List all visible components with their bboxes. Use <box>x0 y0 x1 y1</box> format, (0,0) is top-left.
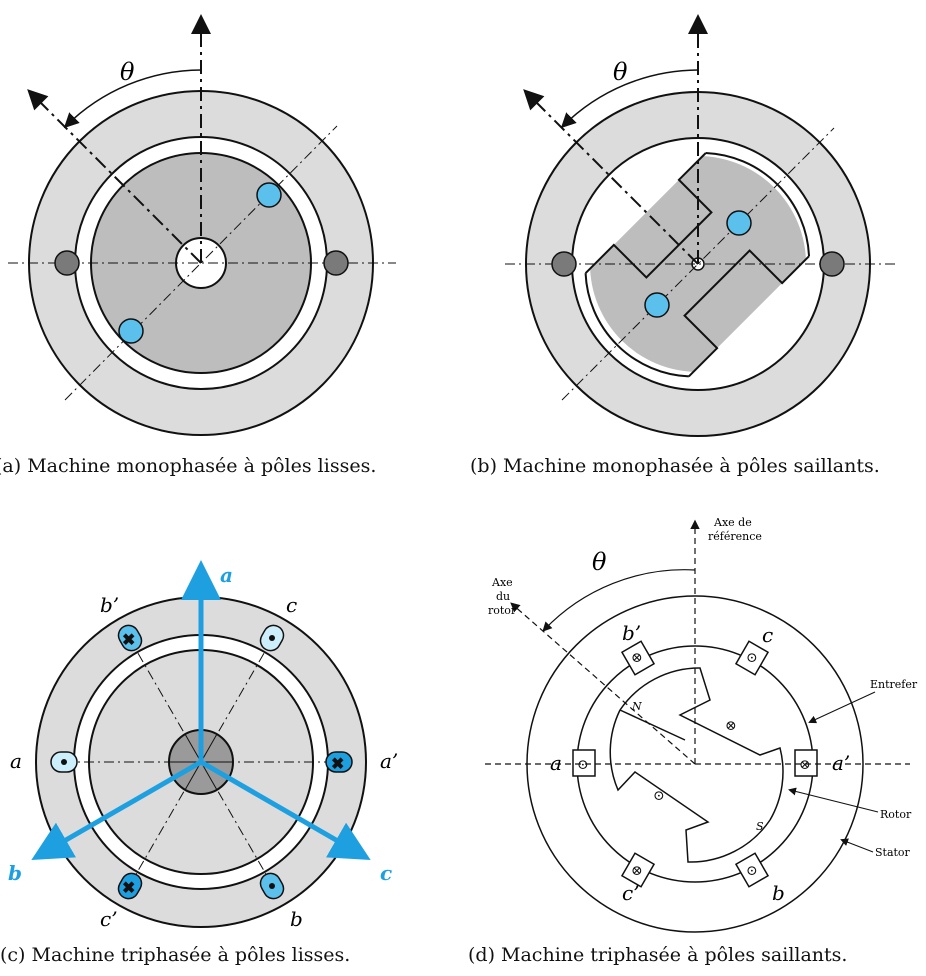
panel-d-diagram: θ Axe de référence Axe du rotor ⊙ ⊗ ⊗ ⊙ … <box>485 516 918 933</box>
caption-c: (c) Machine triphasée à pôles lisses. <box>0 944 351 966</box>
caption-d: (d) Machine triphasée à pôles saillants. <box>468 944 848 966</box>
cross-mark: ✖ <box>122 878 135 897</box>
phase-c-axis <box>199 759 371 861</box>
theta-arc <box>63 69 202 129</box>
conductor-a-prime: ✖ <box>325 751 353 773</box>
rotor-conductor-bottom <box>118 318 144 344</box>
label-a: a <box>550 751 562 775</box>
dot-mark <box>269 883 275 889</box>
rotor-axis-label-1: Axe <box>491 576 513 589</box>
rotor-axis <box>27 89 202 264</box>
rotor-label: Rotor <box>880 808 912 821</box>
svg-text:⊙: ⊙ <box>746 650 758 666</box>
n-pole-label: N <box>631 700 642 713</box>
entrefer-leader <box>808 691 876 724</box>
conductor-symbols: ⊙ ⊗ ⊗ ⊙ ⊗ ⊙ ⊗ ⊙ <box>577 650 811 879</box>
stator-conductor-left <box>551 251 577 277</box>
theta-arc <box>560 69 699 129</box>
panel-b-diagram: θ <box>505 14 895 437</box>
phase-b-axis <box>31 759 203 861</box>
panel-a-diagram: θ <box>8 14 396 436</box>
rotor-conductor-bottom <box>644 292 670 318</box>
phase-c-axis-label: c <box>380 861 392 885</box>
rotor-axis-label-2: du <box>496 590 510 603</box>
stator-label: Stator <box>875 846 911 859</box>
label-a-prime: a’ <box>832 751 850 775</box>
salient-rotor <box>609 667 784 863</box>
ref-axis-label-2: référence <box>708 530 762 543</box>
svg-text:⊗: ⊗ <box>631 863 643 879</box>
stator-conductor-right <box>819 251 845 277</box>
stator-slots <box>572 640 818 888</box>
conductor-b-prime <box>117 624 143 652</box>
conductor-c-prime <box>117 872 143 900</box>
panel-c-diagram: a b c ✖ ✖ ✖ b’ c a a’ c’ b <box>8 560 398 930</box>
label-a-prime: a’ <box>380 749 398 773</box>
caption-b: (b) Machine monophasée à pôles saillants… <box>470 455 880 477</box>
rotor-conductor-top <box>256 182 282 208</box>
svg-text:⊙: ⊙ <box>577 757 589 773</box>
svg-text:⊙: ⊙ <box>746 863 758 879</box>
label-b: b <box>772 881 785 905</box>
svg-text:⊗: ⊗ <box>631 650 643 666</box>
rotor-leader <box>788 787 879 813</box>
theta-label: θ <box>592 548 607 576</box>
dot-mark <box>269 635 275 641</box>
cross-mark: ✖ <box>122 630 135 649</box>
label-c-prime: c’ <box>622 881 640 905</box>
label-a: a <box>10 749 22 773</box>
stator-conductor-left <box>54 250 80 276</box>
rotor-diagonal-axis <box>561 127 835 401</box>
entrefer-label: Entrefer <box>870 678 918 691</box>
stator-conductor-right <box>323 250 349 276</box>
svg-text:⊗: ⊗ <box>799 757 811 773</box>
label-b-prime: b’ <box>100 593 119 617</box>
label-b: b <box>290 907 303 930</box>
svg-text:⊙: ⊙ <box>653 788 665 804</box>
theta-label: θ <box>120 58 135 86</box>
rotor-conductor-top <box>726 210 752 236</box>
svg-text:✖: ✖ <box>331 754 344 773</box>
phase-a-axis-label: a <box>220 563 233 587</box>
rotor-axis <box>523 89 699 265</box>
rotor-diagonal-axis <box>64 125 338 401</box>
rotor-axis-label-3: rotor <box>488 604 517 617</box>
label-c: c <box>762 623 773 647</box>
theta-label: θ <box>613 58 628 86</box>
svg-text:⊗: ⊗ <box>725 718 737 734</box>
conductor-a <box>50 751 78 773</box>
label-c: c <box>286 593 297 617</box>
label-b-prime: b’ <box>622 621 641 645</box>
caption-a: (a) Machine monophasée à pôles lisses. <box>0 455 377 477</box>
label-c-prime: c’ <box>100 907 118 930</box>
theta-arc <box>542 569 696 632</box>
stator-leader <box>840 838 874 853</box>
phase-b-axis-label: b <box>8 861 22 885</box>
ref-axis-label-1: Axe de <box>713 516 752 529</box>
s-pole-label: S <box>756 820 764 833</box>
